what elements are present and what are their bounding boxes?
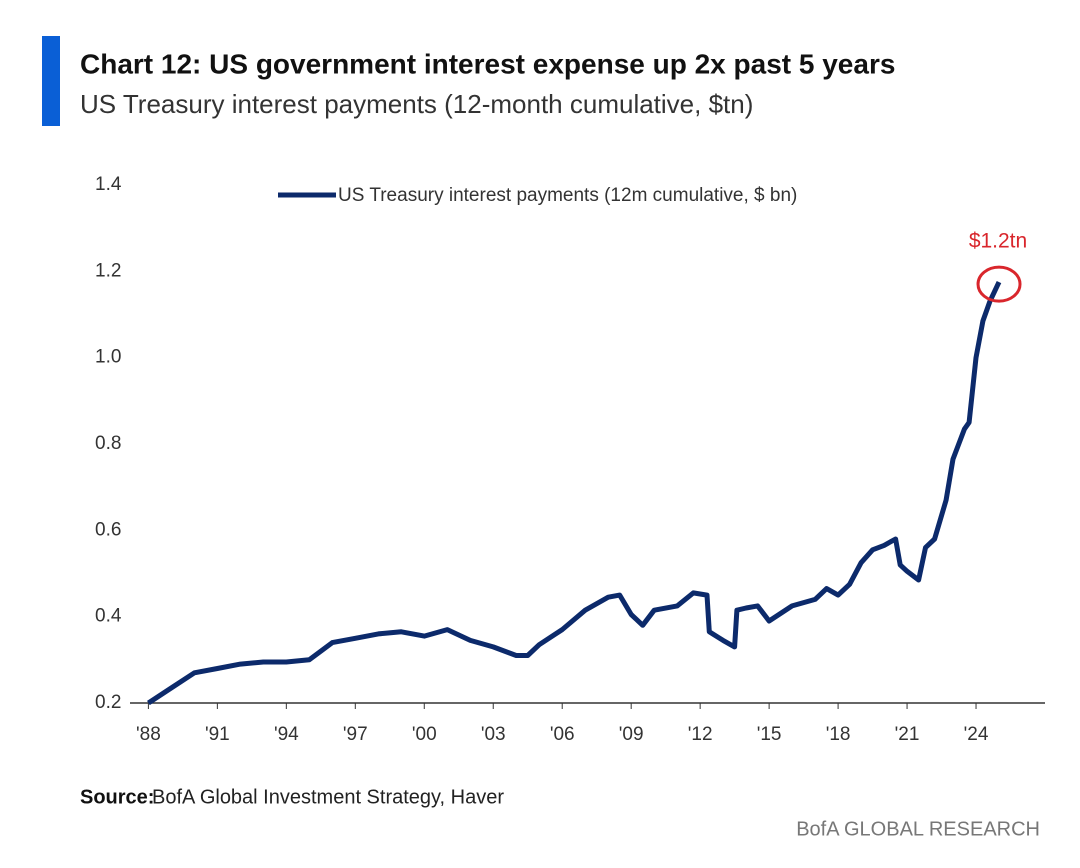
x-tick-label: '09 — [619, 724, 644, 745]
x-tick-label: '06 — [550, 724, 575, 745]
series-line — [147, 281, 1002, 706]
legend-label: US Treasury interest payments (12m cumul… — [338, 185, 797, 206]
x-tick-label: '91 — [205, 724, 230, 745]
y-tick-label: 0.2 — [95, 692, 121, 713]
y-tick-label: 1.2 — [95, 260, 121, 281]
y-tick-label: 0.8 — [95, 433, 121, 454]
x-tick-label: '03 — [481, 724, 506, 745]
x-tick-label: '24 — [964, 724, 989, 745]
chart-title: Chart 12: US government interest expense… — [80, 48, 895, 79]
x-tick-label: '21 — [895, 724, 920, 745]
highlight-circle — [976, 265, 1022, 303]
source: BofA Global Investment Strategy, Haver — [152, 786, 504, 808]
x-tick-label: '18 — [826, 724, 851, 745]
annotation: $1.2tn — [969, 230, 1027, 253]
x-tick-label: '12 — [688, 724, 713, 745]
x-tick-label: '97 — [343, 724, 368, 745]
chart-subtitle: US Treasury interest payments (12-month … — [80, 89, 753, 119]
x-tick-label: '94 — [274, 724, 299, 745]
y-tick-label: 1.0 — [95, 347, 121, 368]
y-tick-label: 0.4 — [95, 606, 122, 627]
y-tick-label: 1.4 — [95, 174, 122, 195]
source-label: Source: — [80, 786, 154, 808]
x-tick-label: '00 — [412, 724, 437, 745]
x-tick-label: '88 — [136, 724, 161, 745]
y-tick-label: 0.6 — [95, 519, 121, 540]
brand: BofA GLOBAL RESEARCH — [796, 818, 1040, 840]
title-accent — [42, 36, 60, 126]
x-tick-label: '15 — [757, 724, 782, 745]
